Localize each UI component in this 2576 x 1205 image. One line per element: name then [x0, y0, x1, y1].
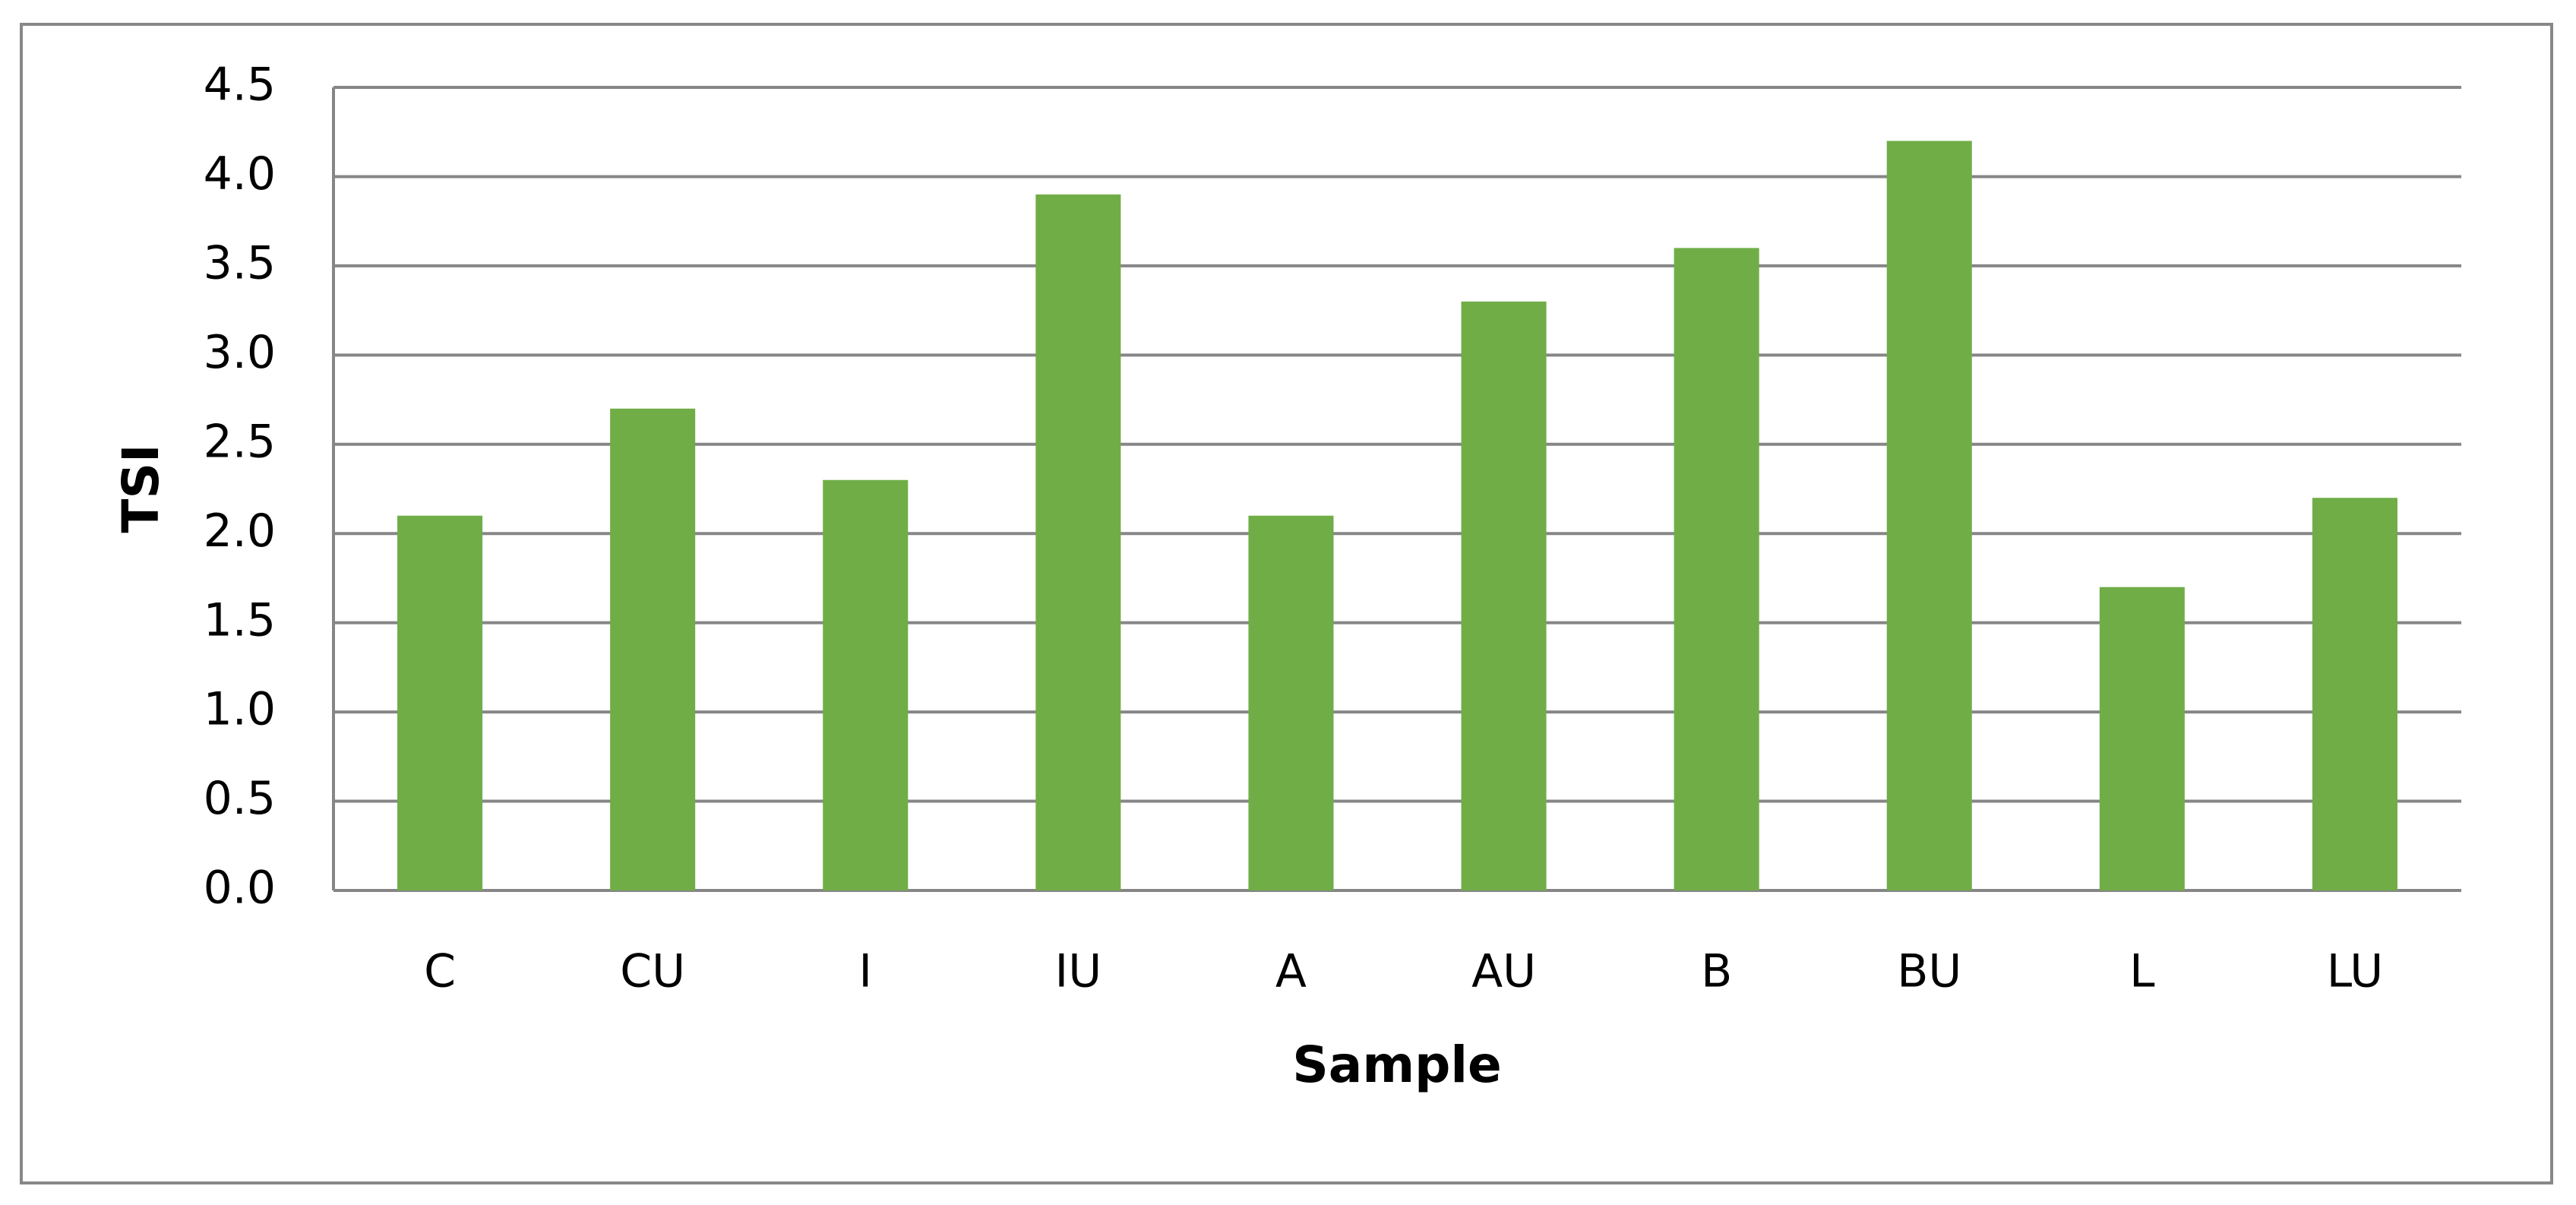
y-tick-label: 0.5: [204, 772, 276, 825]
y-tick-label: 0.0: [204, 862, 276, 915]
bar: [1035, 194, 1121, 890]
bar: [2312, 498, 2397, 890]
y-tick-label: 2.0: [204, 504, 276, 558]
x-tick-label: I: [858, 945, 872, 998]
bar: [1674, 248, 1759, 890]
bar: [1886, 141, 1972, 890]
y-tick-label: 3.5: [204, 236, 276, 289]
bar: [1461, 301, 1547, 890]
bar: [2099, 587, 2185, 890]
bar: [823, 479, 909, 890]
x-tick-label: C: [424, 945, 456, 998]
bar: [610, 408, 696, 890]
y-tick-label: 2.5: [204, 415, 276, 468]
x-tick-label: L: [2129, 945, 2155, 998]
x-axis-title: Sample: [1292, 1036, 1501, 1094]
y-tick-label: 4.0: [204, 147, 276, 201]
y-axis-title: TSI: [112, 444, 170, 533]
x-tick-label: BU: [1897, 945, 1961, 998]
x-tick-label: B: [1701, 945, 1732, 998]
y-tick-label: 1.5: [204, 593, 276, 647]
x-tick-label: AU: [1471, 945, 1536, 998]
x-tick-label: IU: [1055, 945, 1102, 998]
x-tick-label: CU: [620, 945, 685, 998]
bar: [1248, 515, 1334, 890]
y-tick-label: 4.5: [204, 59, 276, 112]
x-tick-label: A: [1275, 945, 1307, 998]
bar: [397, 515, 483, 890]
y-tick-label: 1.0: [204, 683, 276, 736]
y-tick-label: 3.0: [204, 326, 276, 379]
x-tick-label: LU: [2327, 945, 2383, 998]
